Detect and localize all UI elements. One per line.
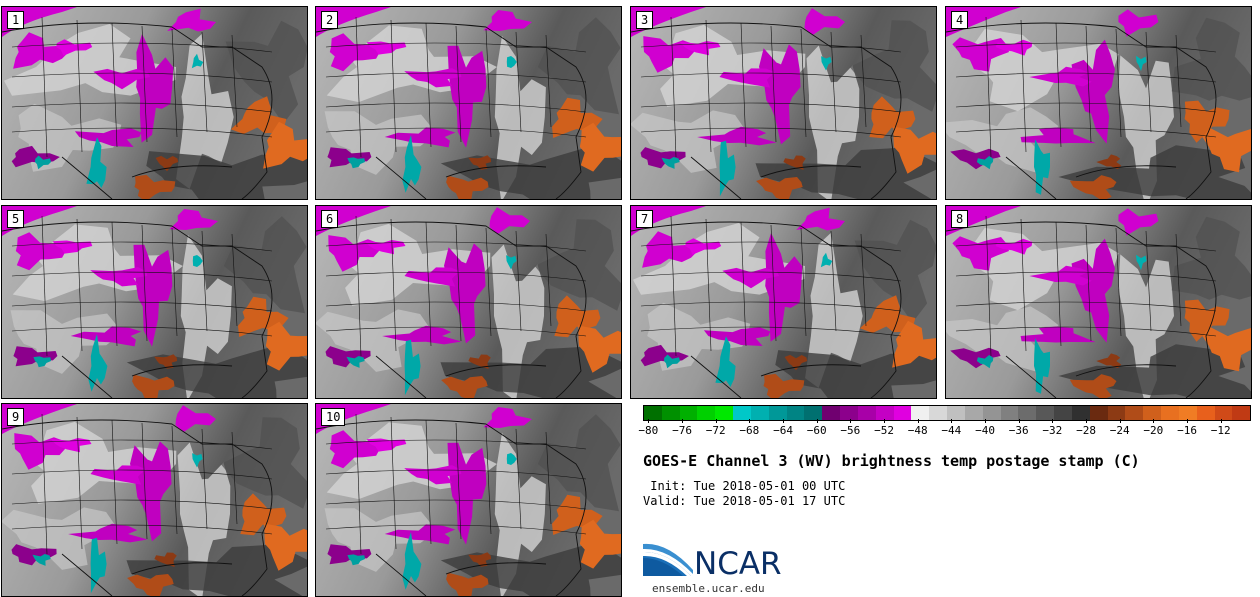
panel-number: 10 <box>321 408 346 426</box>
postage-stamp-panel: 7 <box>630 205 937 399</box>
colorbar-tick <box>1018 419 1020 423</box>
postage-stamp-panel: 9 <box>1 403 308 597</box>
colorbar-tick-label: −32 <box>1042 424 1063 437</box>
panel-number: 5 <box>7 210 25 228</box>
colorbar-swatch <box>644 406 662 420</box>
colorbar-swatch <box>1178 406 1197 420</box>
colorbar-tick-label: −80 <box>638 424 659 437</box>
colorbar-swatch <box>733 406 751 420</box>
panel-number: 4 <box>951 11 969 29</box>
colorbar-swatch <box>964 406 983 420</box>
colorbar-tick <box>985 419 987 423</box>
colorbar-tick <box>1119 419 1121 423</box>
colorbar-tick-label: −64 <box>773 424 793 437</box>
ncar-logo-text: NCAR <box>694 546 782 582</box>
panel-number: 1 <box>7 11 25 29</box>
colorbar-swatch <box>768 406 787 420</box>
colorbar-swatch <box>804 406 823 420</box>
colorbar-swatch <box>697 406 716 420</box>
colorbar-tick-label: −20 <box>1143 424 1164 437</box>
colorbar-tick-label: −24 <box>1109 424 1130 437</box>
colorbar-tick <box>917 419 919 423</box>
colorbar-tick <box>1153 419 1155 423</box>
colorbar-swatch <box>1000 406 1019 420</box>
colorbar-tick-label: −44 <box>941 424 962 437</box>
colorbar-tick <box>850 419 852 423</box>
panel-number: 6 <box>321 210 339 228</box>
colorbar-tick <box>715 419 717 423</box>
colorbar <box>643 405 1251 421</box>
colorbar-swatch <box>1214 406 1233 420</box>
colorbar-swatch <box>750 406 769 420</box>
colorbar-tick-label: −12 <box>1210 424 1231 437</box>
postage-stamp-panel: 2 <box>315 6 622 200</box>
ncar-logo-icon <box>643 543 693 576</box>
colorbar-tick-label: −56 <box>840 424 861 437</box>
colorbar-swatch <box>1196 406 1215 420</box>
colorbar-swatch <box>1089 406 1108 420</box>
colorbar-tick-label: −52 <box>874 424 894 437</box>
colorbar-swatch <box>893 406 912 420</box>
site-url: ensemble.ucar.edu <box>652 582 765 595</box>
init-time: Init: Tue 2018-05-01 00 UTC <box>643 479 846 493</box>
postage-stamp-panel: 8 <box>945 205 1252 399</box>
postage-stamp-panel: 4 <box>945 6 1252 200</box>
colorbar-tick <box>1187 419 1189 423</box>
colorbar-tick-label: −16 <box>1177 424 1197 437</box>
colorbar-tick-label: −60 <box>806 424 827 437</box>
postage-stamp-panel: 1 <box>1 6 308 200</box>
colorbar-swatch <box>679 406 698 420</box>
panel-number: 9 <box>7 408 25 426</box>
colorbar-tick-label: −40 <box>975 424 995 437</box>
panel-number: 7 <box>636 210 654 228</box>
colorbar-tick <box>1052 419 1054 423</box>
colorbar-tick-label: −28 <box>1076 424 1096 437</box>
colorbar-tick-label: −36 <box>1008 424 1029 437</box>
panel-number: 8 <box>951 210 969 228</box>
colorbar-swatch <box>1036 406 1055 420</box>
colorbar-tick <box>816 419 818 423</box>
colorbar-swatch <box>947 406 965 420</box>
colorbar-swatch <box>929 406 948 420</box>
colorbar-swatch <box>786 406 805 420</box>
postage-stamp-panel: 6 <box>315 205 622 399</box>
colorbar-swatch <box>1125 406 1144 420</box>
colorbar-tick-label: −68 <box>739 424 760 437</box>
colorbar-ticks: −80 −76 −72 −68 −64 −60 −56 −52 −48 −44 −40 −36 −32−… <box>638 419 1249 441</box>
colorbar-tick <box>682 419 684 423</box>
colorbar-swatch <box>1232 406 1251 420</box>
colorbar-swatch <box>1143 406 1162 420</box>
colorbar-tick <box>884 419 886 423</box>
colorbar-swatch <box>1161 406 1179 420</box>
colorbar-tick <box>951 419 953 423</box>
postage-stamp-panel: 10 <box>315 403 622 597</box>
colorbar-swatch <box>715 406 734 420</box>
colorbar-swatch <box>875 406 894 420</box>
colorbar-swatch <box>857 406 876 420</box>
colorbar-swatch <box>1018 406 1037 420</box>
figure-title: GOES-E Channel 3 (WV) brightness temp po… <box>643 452 1140 470</box>
valid-time: Valid: Tue 2018-05-01 17 UTC <box>643 494 846 508</box>
panel-number: 2 <box>321 11 339 29</box>
colorbar-tick-label: −76 <box>672 424 692 437</box>
colorbar-swatch <box>911 406 930 420</box>
colorbar-tick <box>1220 419 1222 423</box>
colorbar-tick <box>648 419 650 423</box>
colorbar-tick-label: −48 <box>907 424 928 437</box>
postage-stamp-panel: 3 <box>630 6 937 200</box>
colorbar-tick-label: −72 <box>705 424 726 437</box>
colorbar-swatch <box>1107 406 1126 420</box>
colorbar-swatch <box>1071 406 1090 420</box>
colorbar-tick <box>749 419 751 423</box>
colorbar-tick <box>1086 419 1088 423</box>
colorbar-swatch <box>661 406 680 420</box>
panel-number: 3 <box>636 11 654 29</box>
colorbar-swatch <box>982 406 1001 420</box>
colorbar-tick <box>783 419 785 423</box>
postage-stamp-panel: 5 <box>1 205 308 399</box>
colorbar-swatch <box>840 406 858 420</box>
colorbar-swatch <box>822 406 841 420</box>
colorbar-swatch <box>1054 406 1072 420</box>
